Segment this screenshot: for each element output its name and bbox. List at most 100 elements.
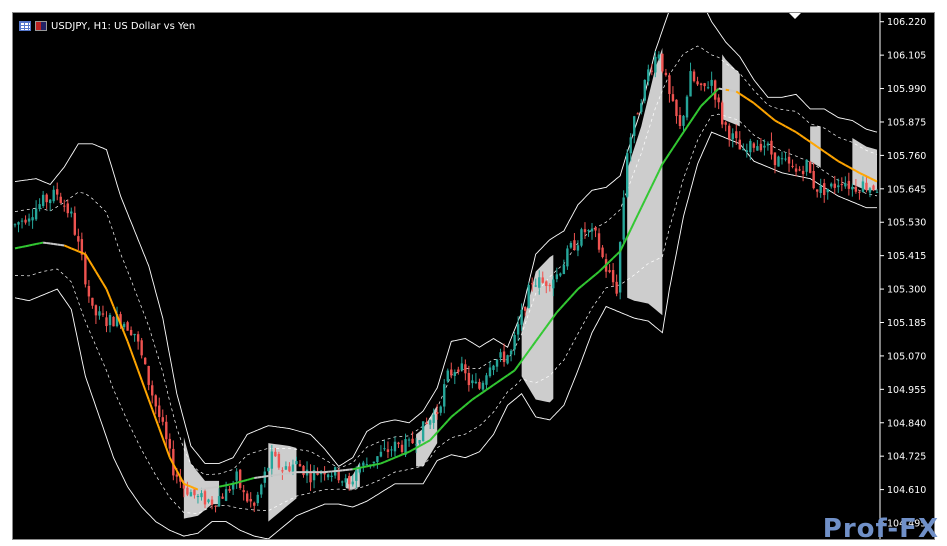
- price-chart[interactable]: 106.220 106.105 105.990 105.875 105.760 105.6…: [13, 13, 934, 539]
- candle-body: [453, 372, 456, 377]
- ma-segment: [236, 480, 241, 484]
- candle-body: [351, 481, 354, 485]
- price-label: 104.725: [887, 452, 926, 463]
- candle-body: [682, 115, 685, 126]
- ma-segment: [243, 478, 248, 482]
- ma-segment: [482, 388, 488, 394]
- ma-segment: [415, 445, 421, 449]
- ma-segment: [601, 264, 607, 269]
- candle-body: [777, 156, 780, 167]
- candle-body: [861, 181, 865, 193]
- candle-body: [238, 469, 242, 488]
- ma-segment: [633, 214, 639, 223]
- ma-segment: [556, 307, 562, 313]
- candle-body: [147, 366, 150, 385]
- candle-body: [337, 469, 340, 481]
- ma-segment: [647, 185, 653, 194]
- ma-segment: [419, 443, 424, 447]
- ma-segment: [426, 439, 431, 444]
- candle-body: [773, 152, 777, 166]
- price-label: 105.415: [887, 251, 926, 262]
- ma-segment: [770, 116, 776, 122]
- candle-body: [122, 323, 126, 328]
- ma-segment: [356, 466, 361, 470]
- squeeze-zone-7: [810, 126, 821, 168]
- candle-body: [520, 309, 523, 325]
- candle-body: [77, 236, 80, 242]
- candle-body: [73, 212, 77, 235]
- ma-segment: [109, 297, 115, 307]
- candle-body: [650, 70, 654, 72]
- candle-body: [136, 334, 140, 342]
- candle-body: [837, 185, 840, 188]
- candle-body: [246, 493, 249, 502]
- candle-body: [291, 464, 295, 473]
- ma-segment: [873, 178, 878, 183]
- candle-body: [224, 489, 228, 501]
- candle-body: [45, 194, 48, 203]
- ma-segment: [18, 245, 23, 249]
- candle-body: [573, 240, 576, 251]
- candle-body: [358, 467, 361, 473]
- ma-segment: [538, 331, 544, 338]
- candle-body: [523, 307, 527, 311]
- ma-segment: [95, 271, 101, 278]
- ma-segment: [566, 296, 572, 302]
- ma-segment: [654, 170, 660, 180]
- ma-segment: [28, 243, 33, 247]
- candle-body: [675, 99, 678, 117]
- scroll-marker[interactable]: [789, 13, 801, 19]
- ma-segment: [714, 87, 720, 93]
- ma-segment: [447, 416, 453, 422]
- ma-segment: [503, 374, 509, 379]
- candle-body: [84, 254, 87, 285]
- candle-body: [657, 54, 661, 59]
- candle-body: [284, 466, 288, 470]
- ma-segment: [622, 236, 629, 245]
- candle-body: [235, 471, 238, 481]
- candle-body: [302, 465, 305, 476]
- chart-window[interactable]: 106.220 106.105 105.990 105.875 105.760 105.6…: [12, 12, 935, 540]
- ma-segment: [380, 461, 385, 465]
- ma-segment: [222, 484, 227, 487]
- ma-segment: [693, 110, 699, 118]
- candle-body: [576, 245, 580, 251]
- price-label: 105.530: [887, 218, 926, 229]
- candle-body: [844, 183, 847, 187]
- candle-body: [133, 333, 136, 336]
- squeeze-zone-8: [852, 137, 877, 191]
- ma-segment: [587, 276, 593, 282]
- candle-body: [38, 204, 41, 209]
- candle-body: [439, 406, 442, 413]
- candle-body: [562, 264, 566, 275]
- candle-body: [699, 83, 703, 86]
- candle-body: [643, 79, 646, 101]
- ma-segment: [398, 453, 403, 458]
- candle-body: [228, 488, 231, 491]
- squeeze-zone-4: [521, 254, 554, 403]
- ma-segment: [866, 175, 871, 179]
- ma-segment: [520, 355, 526, 362]
- table-icon[interactable]: [19, 21, 31, 31]
- candle-body: [200, 493, 203, 498]
- ma-segment: [816, 145, 822, 150]
- ma-segment: [77, 250, 83, 254]
- ma-segment: [862, 173, 867, 178]
- ma-segment: [468, 398, 474, 404]
- candle-body: [689, 71, 692, 97]
- flag-icon[interactable]: [35, 21, 47, 31]
- candle-body: [432, 414, 435, 423]
- candle-body: [393, 441, 397, 452]
- price-label: 106.105: [887, 51, 926, 62]
- ma-segment: [767, 113, 773, 119]
- ma-segment: [377, 462, 382, 466]
- candle-body: [355, 470, 358, 481]
- ma-segment: [450, 413, 456, 418]
- ma-segment: [384, 459, 389, 463]
- price-label: 104.610: [887, 485, 926, 496]
- ma-segment: [412, 447, 417, 451]
- ma-segment: [405, 450, 410, 455]
- candle-body: [101, 313, 105, 315]
- ma-segment: [746, 97, 751, 102]
- candle-body: [728, 125, 731, 140]
